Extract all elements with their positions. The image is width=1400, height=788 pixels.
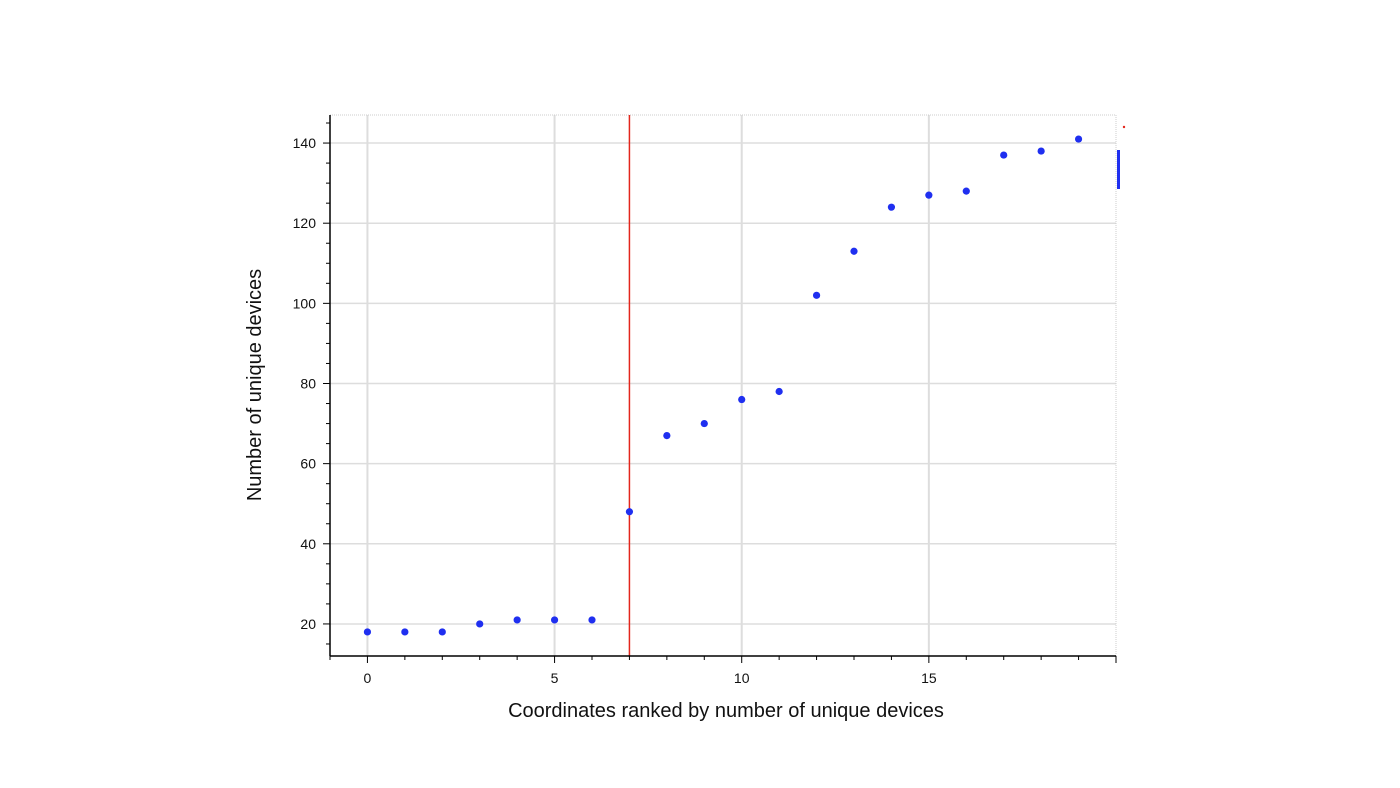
plot-border [330,114,1117,656]
data-point [962,187,970,195]
x-tick-label: 10 [734,670,750,686]
axes-layer [323,115,1117,663]
y-tick-label: 120 [293,215,317,231]
data-point [738,395,746,404]
data-point [550,616,559,624]
data-point [663,431,671,440]
data-point [1000,151,1008,159]
x-tick-label: 15 [921,670,937,686]
legend-swatch-fragment [1117,150,1120,189]
data-point [812,291,821,299]
legend-fragment [1117,125,1126,189]
y-tick-label: 60 [300,456,316,472]
y-tick-label: 80 [300,375,316,391]
data-point [401,628,409,636]
y-tick-labels: 20 40 60 80 100 120 140 [293,135,317,632]
data-point [775,387,783,396]
x-tick-label: 0 [364,670,372,686]
data-point [700,419,708,428]
x-tick-labels: 0 5 10 15 [364,670,937,686]
data-point [887,203,896,211]
y-tick-label: 140 [293,135,317,151]
data-point [1037,147,1045,155]
data-point [438,628,446,636]
x-axis-title: Coordinates ranked by number of unique d… [508,700,944,722]
x-tick-label: 5 [551,670,559,686]
y-tick-label: 100 [293,295,317,311]
data-point [513,616,521,624]
y-axis-title: Number of unique devices [244,269,266,501]
data-point [925,191,933,199]
data-point [625,508,634,516]
legend-marker-fragment [1122,125,1126,129]
data-points-layer [363,135,1083,636]
data-point [588,616,596,624]
data-point [850,247,858,255]
data-point [363,628,372,636]
grid-layer [330,115,1116,656]
data-point [1074,135,1083,143]
data-point [476,620,484,628]
y-tick-label: 40 [300,536,316,552]
y-tick-label: 20 [300,616,316,632]
